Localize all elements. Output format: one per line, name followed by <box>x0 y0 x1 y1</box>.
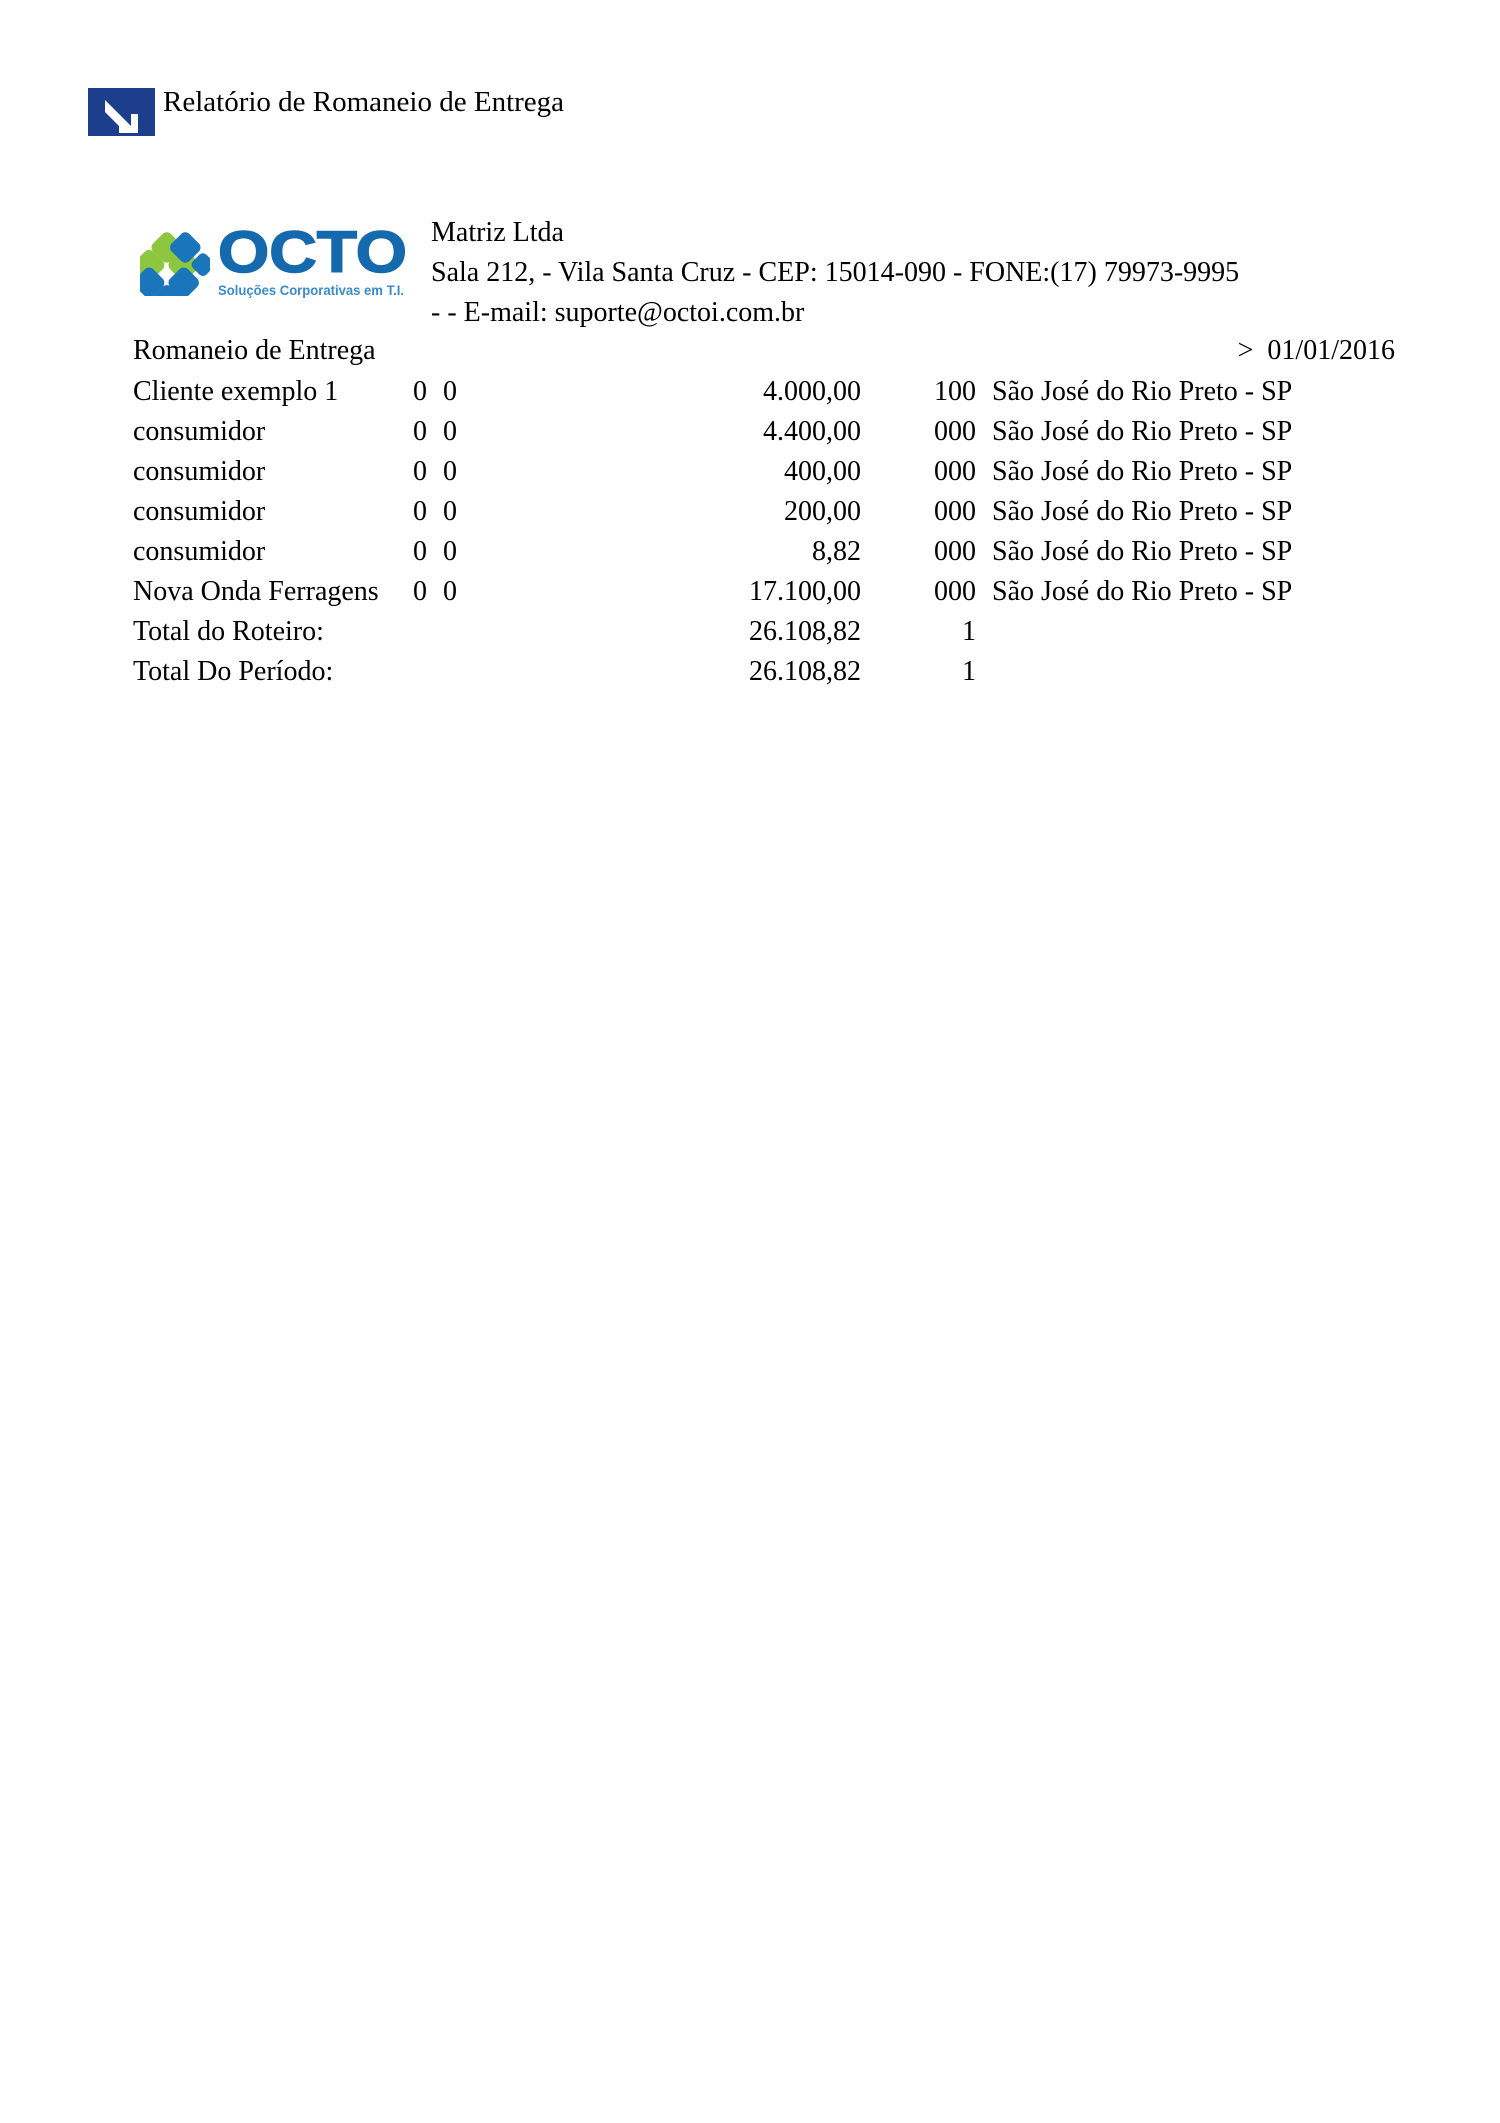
svg-text:OCTO: OCTO <box>218 226 407 285</box>
svg-text:Soluções Corporativas em T.I.: Soluções Corporativas em T.I. <box>218 282 404 298</box>
